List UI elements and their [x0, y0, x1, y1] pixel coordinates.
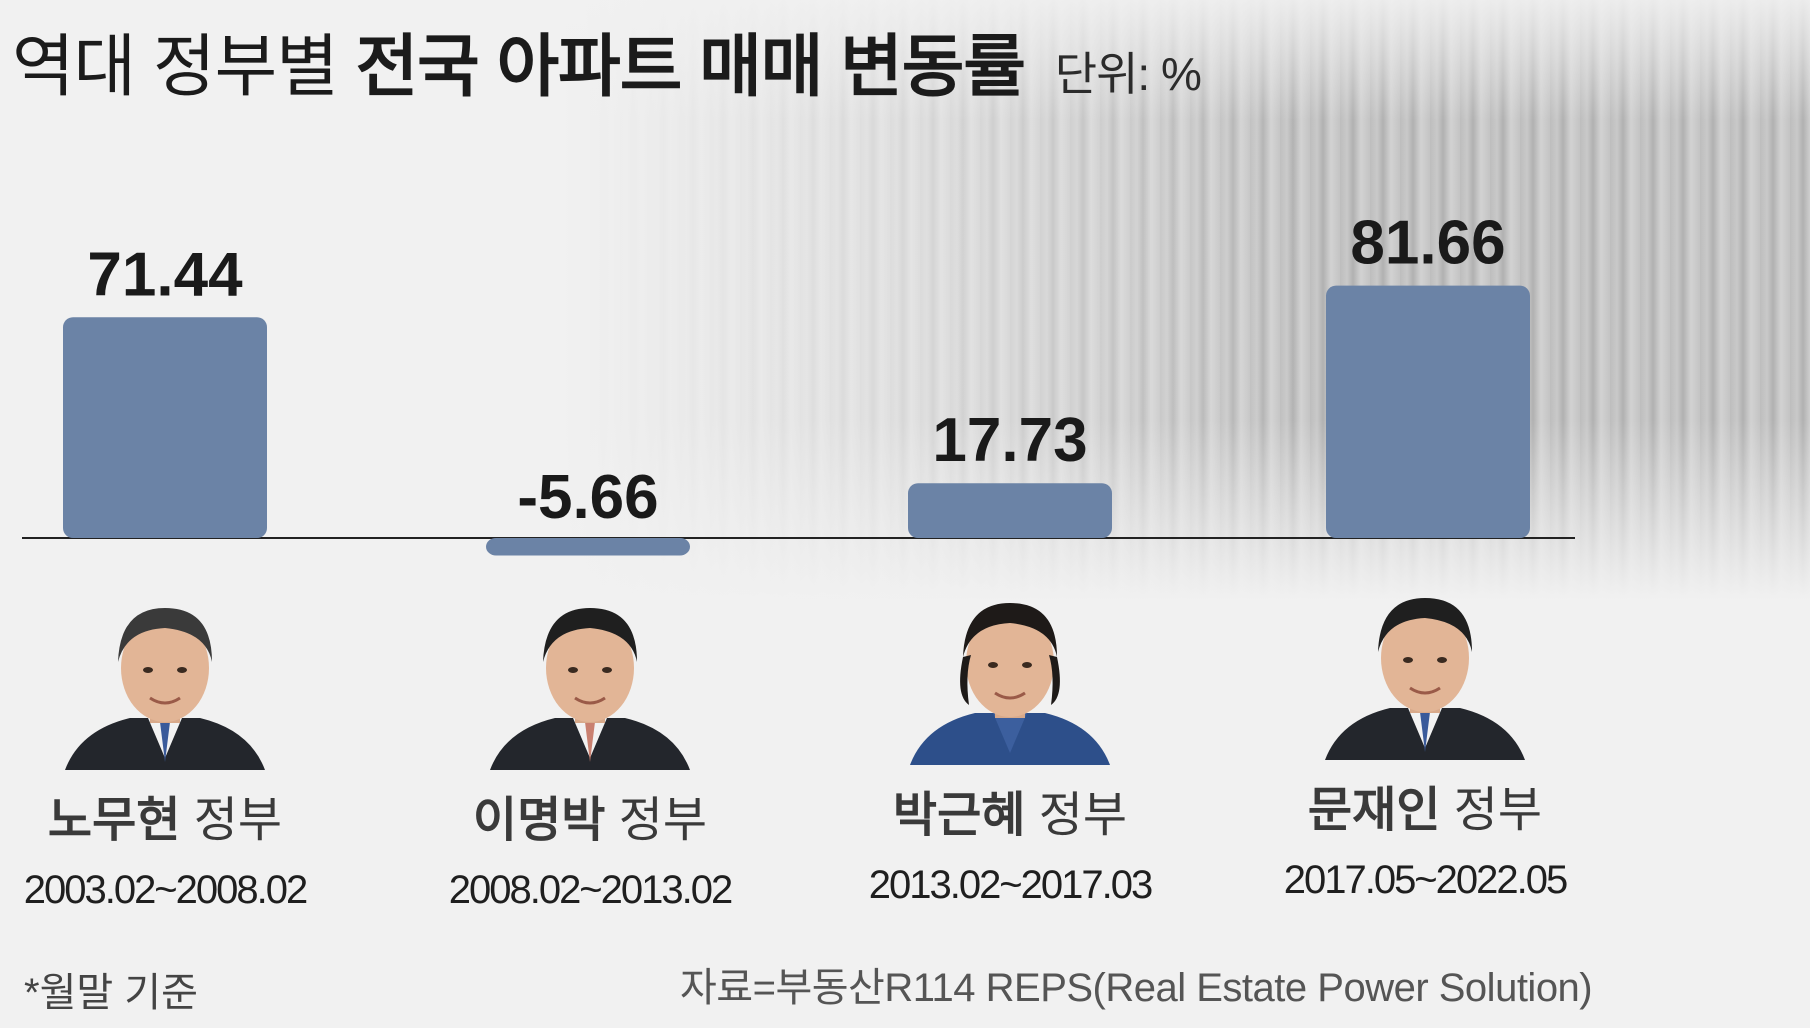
gov-column-lee: 이명박 정부 2008.02~2013.02	[410, 590, 770, 913]
gov-period: 2003.02~2008.02	[23, 868, 309, 912]
value-label-3: 81.66	[1350, 209, 1505, 278]
man-portrait-icon	[485, 590, 695, 770]
gov-suffix: 정부	[1453, 784, 1543, 837]
value-label-1: -5.66	[517, 463, 658, 532]
gov-suffix: 정부	[1038, 789, 1128, 842]
gov-column-moon: 문재인 정부 2017.05~2022.05	[1245, 580, 1605, 903]
gov-name-text: 노무현	[47, 794, 181, 847]
portrait-drawing	[1325, 598, 1525, 760]
value-label-2: 17.73	[932, 406, 1087, 475]
gov-name-text: 문재인	[1307, 784, 1441, 837]
gov-column-roh: 노무현 정부 2003.02~2008.02	[0, 590, 345, 913]
gov-column-park: 박근혜 정부 2013.02~2017.03	[830, 585, 1190, 908]
gov-period: 2017.05~2022.05	[1283, 858, 1569, 902]
gov-period: 2008.02~2013.02	[448, 868, 734, 912]
value-label-0: 71.44	[87, 240, 243, 309]
gov-name: 노무현 정부	[0, 780, 345, 850]
man-portrait-icon	[60, 590, 270, 770]
man-portrait-icon	[1320, 580, 1530, 760]
bar-0	[63, 317, 267, 538]
gov-name-text: 이명박	[472, 794, 606, 847]
portrait-drawing	[490, 608, 690, 770]
portrait-drawing	[65, 608, 265, 770]
title-normal: 역대 정부별	[12, 29, 339, 105]
bar-2	[908, 483, 1112, 538]
gov-suffix: 정부	[618, 794, 708, 847]
gov-name-text: 박근혜	[892, 789, 1026, 842]
bar-1	[486, 538, 690, 556]
title-bold: 전국 아파트 매매 변동률	[355, 29, 1026, 105]
bar-3	[1326, 285, 1530, 538]
footnote: *월말 기준	[24, 971, 198, 1015]
chart-title: 역대 정부별 전국 아파트 매매 변동률 단위: %	[12, 22, 1202, 119]
portrait-drawing	[910, 603, 1110, 765]
gov-suffix: 정부	[193, 794, 283, 847]
title-unit: 단위: %	[1054, 48, 1202, 100]
woman-portrait-icon	[905, 585, 1115, 765]
gov-period: 2013.02~2017.03	[868, 863, 1154, 907]
gov-name: 박근혜 정부	[830, 775, 1190, 845]
backdrop-fade	[560, 0, 1810, 120]
source-note: 자료=부동산R114 REPS(Real Estate Power Soluti…	[680, 966, 1593, 1010]
gov-name: 문재인 정부	[1245, 770, 1605, 840]
gov-name: 이명박 정부	[410, 780, 770, 850]
